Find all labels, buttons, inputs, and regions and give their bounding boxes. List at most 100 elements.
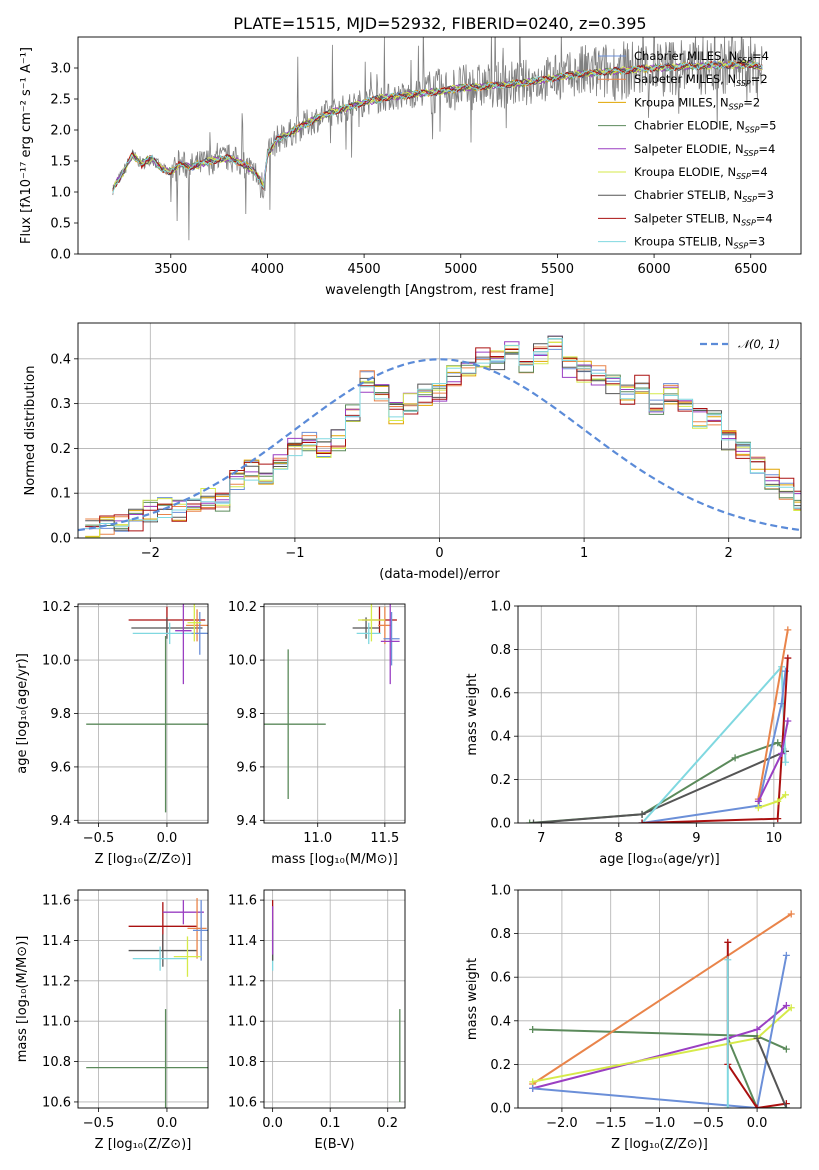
x-tick-label: −1 bbox=[285, 546, 304, 561]
weight-marker bbox=[784, 626, 792, 634]
y-tick-label: 0.2 bbox=[490, 773, 511, 788]
weight-marker bbox=[724, 1104, 732, 1108]
weight-lines bbox=[529, 910, 795, 1108]
x-tick-label: 3500 bbox=[154, 262, 187, 277]
weight-marker bbox=[774, 815, 782, 823]
x-tick-label: 4000 bbox=[251, 262, 284, 277]
x-axis-label: Z [log₁₀(Z/Z⊙)] bbox=[95, 852, 192, 867]
x-tick-label: −2 bbox=[141, 546, 160, 561]
x-tick-label: 9 bbox=[692, 831, 700, 846]
y-tick-label: 0.0 bbox=[490, 1102, 511, 1117]
weight-marker bbox=[638, 810, 646, 818]
histogram-steps bbox=[78, 335, 801, 538]
weight-marker bbox=[753, 1026, 761, 1034]
legend-label-part: Kroupa STELIB, N bbox=[634, 235, 734, 249]
weight-marker bbox=[529, 1084, 537, 1092]
spectrum-traces bbox=[112, 37, 763, 241]
weight-marker bbox=[724, 956, 732, 964]
weight-marker bbox=[638, 819, 646, 823]
residual-histogram-panel: −2 −1 0 1 2 0.0 0.1 0.2 0.3 0.4 (data-model)/error… bbox=[23, 322, 802, 582]
y-tick-label: 1.5 bbox=[50, 155, 71, 170]
errorbars bbox=[271, 900, 401, 1102]
y-tick-label: 1.0 bbox=[50, 186, 71, 201]
legend-label-part: =4 bbox=[756, 211, 773, 225]
legend-label: Chabrier MILES, NSSP=4 bbox=[634, 49, 769, 65]
legend-label: Salpeter STELIB, NSSP=4 bbox=[634, 211, 773, 227]
weight-marker bbox=[782, 1002, 790, 1010]
plot-frame bbox=[263, 889, 406, 1109]
legend-label-part: =4 bbox=[758, 142, 775, 156]
y-tick-label: 3.0 bbox=[50, 62, 71, 77]
weight-marker bbox=[782, 1045, 790, 1053]
legend-label-part: Kroupa ELODIE, N bbox=[634, 165, 736, 179]
plot-frame bbox=[517, 605, 802, 824]
y-tick-label: 11.4 bbox=[228, 934, 257, 949]
x-tick-label: −1.0 bbox=[644, 1116, 676, 1131]
model-spectrum-line bbox=[112, 60, 763, 193]
y-axis-label: mass weight bbox=[465, 958, 480, 1040]
legend-label: Salpeter ELODIE, NSSP=4 bbox=[634, 142, 775, 158]
model-spectrum-line bbox=[112, 61, 763, 191]
y-axis-label: Flux [fλ10⁻¹⁷ erg cm⁻² s⁻¹ A⁻¹] bbox=[19, 47, 34, 244]
y-axis-label: age [log₁₀(age/yr)] bbox=[15, 653, 30, 774]
x-tick-label: −2.0 bbox=[546, 1116, 578, 1131]
legend-label-part: =5 bbox=[760, 119, 777, 133]
legend-label-part: =2 bbox=[743, 95, 760, 109]
plot-frame bbox=[77, 889, 209, 1109]
x-tick-label: 4500 bbox=[348, 262, 381, 277]
x-tick-label: 0.0 bbox=[157, 831, 178, 846]
y-tick-label: 11.2 bbox=[42, 974, 71, 989]
y-tick-label: 10.2 bbox=[42, 600, 71, 615]
weight-marker bbox=[778, 750, 786, 758]
weight-marker bbox=[782, 1104, 790, 1108]
legend-label-subscript: SSP bbox=[737, 56, 752, 65]
x-tick-label: 11.5 bbox=[370, 831, 399, 846]
weight-line bbox=[726, 1037, 787, 1108]
y-tick-label: 10.0 bbox=[42, 654, 71, 669]
x-tick-label: 0.2 bbox=[377, 1116, 398, 1131]
weight-marker bbox=[530, 819, 538, 823]
y-tick-label: 0.4 bbox=[490, 730, 511, 745]
weight-line bbox=[757, 629, 789, 800]
spectrum-panel: 3500 4000 4500 5000 5500 6000 6500 0.0 0.5 1.0 1.5… bbox=[19, 36, 802, 298]
legend-label: Chabrier ELODIE, NSSP=5 bbox=[634, 119, 776, 135]
legend-label-subscript: SSP bbox=[745, 126, 760, 135]
weight-marker bbox=[784, 717, 792, 725]
x-tick-label: −1.5 bbox=[595, 1116, 627, 1131]
histogram-line bbox=[85, 345, 801, 532]
weight-marker bbox=[782, 951, 790, 959]
legend-label-part: Kroupa MILES, N bbox=[634, 95, 729, 109]
plot-frame bbox=[77, 603, 209, 824]
mass-vs-ebv-panel: 0.0 0.1 0.2 10.6 10.8 11.0 11.2 11.4 11.6 E(B-V) bbox=[228, 889, 406, 1152]
y-tick-label: 11.4 bbox=[42, 934, 71, 949]
y-tick-label: 0.6 bbox=[490, 971, 511, 986]
legend-label-part: =2 bbox=[751, 72, 768, 86]
weight-line bbox=[758, 794, 787, 809]
weight-marker bbox=[529, 1078, 537, 1086]
weight-marker bbox=[774, 739, 782, 747]
weight-marker bbox=[754, 804, 762, 812]
y-tick-label: 0.0 bbox=[50, 532, 71, 547]
weight-line bbox=[533, 750, 786, 823]
y-tick-label: 0.2 bbox=[490, 1058, 511, 1073]
weight-line bbox=[641, 664, 787, 823]
y-tick-label: 11.0 bbox=[42, 1015, 71, 1030]
y-tick-label: 11.6 bbox=[42, 894, 71, 909]
x-axis-label: mass [log₁₀(M/M⊙)] bbox=[271, 852, 398, 867]
y-tick-label: 0.4 bbox=[490, 1014, 511, 1029]
y-axis-label: mass [log₁₀(M/M⊙)] bbox=[15, 936, 30, 1063]
legend-label-part: Salpeter ELODIE, N bbox=[634, 142, 744, 156]
y-tick-label: 0.8 bbox=[490, 927, 511, 942]
weight-line bbox=[529, 741, 787, 823]
y-tick-label: 0.5 bbox=[50, 217, 71, 232]
legend-label-subscript: SSP bbox=[744, 149, 759, 158]
legend-label-part: =4 bbox=[752, 49, 769, 63]
weight-marker bbox=[526, 819, 534, 823]
x-axis-label: (data-model)/error bbox=[379, 567, 500, 582]
legend-label-subscript: SSP bbox=[736, 172, 751, 181]
weight-line bbox=[756, 1037, 788, 1108]
weight-marker bbox=[529, 1026, 537, 1034]
y-tick-label: 0.0 bbox=[490, 817, 511, 832]
errorbars bbox=[86, 604, 208, 813]
